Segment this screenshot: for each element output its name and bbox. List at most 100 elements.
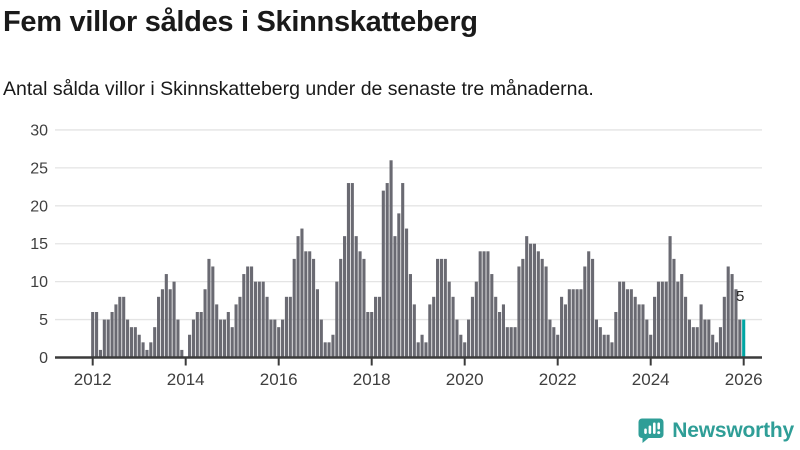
bar xyxy=(672,258,676,358)
bar xyxy=(222,319,226,358)
logo-bar-small xyxy=(644,428,648,434)
bar xyxy=(253,281,257,358)
bar xyxy=(707,319,711,358)
bar xyxy=(645,319,649,358)
logo-bar-tall xyxy=(653,422,656,434)
bar xyxy=(315,289,319,358)
bar xyxy=(246,266,250,358)
bar xyxy=(273,319,277,358)
x-axis-label-2024: 2024 xyxy=(632,370,670,389)
bar xyxy=(416,342,420,358)
bar xyxy=(153,327,157,358)
logo-exclamation-dot xyxy=(657,431,661,435)
bar xyxy=(451,296,455,358)
bar xyxy=(436,258,440,358)
y-axis-label-15: 15 xyxy=(30,236,48,253)
bar xyxy=(594,319,598,358)
bar xyxy=(420,334,424,358)
bar xyxy=(656,281,660,358)
bar xyxy=(463,342,467,358)
bar xyxy=(234,304,238,358)
bar xyxy=(641,304,645,358)
bar xyxy=(250,266,254,358)
bar xyxy=(95,311,99,358)
bar xyxy=(226,311,230,358)
bar xyxy=(571,289,575,358)
bar xyxy=(327,342,331,358)
bar xyxy=(281,319,285,358)
bar xyxy=(199,311,203,358)
bar xyxy=(118,296,122,358)
bar xyxy=(560,296,564,358)
bar xyxy=(346,183,350,358)
bar xyxy=(203,289,207,358)
bar xyxy=(195,311,199,358)
bar xyxy=(579,289,583,358)
y-axis-label-10: 10 xyxy=(30,274,48,291)
bar xyxy=(536,251,540,358)
bar xyxy=(625,289,629,358)
bar xyxy=(230,327,234,358)
bar xyxy=(498,311,502,358)
bar xyxy=(133,327,137,358)
x-axis-label-2012: 2012 xyxy=(74,370,112,389)
bar xyxy=(405,228,409,358)
bar xyxy=(122,296,126,358)
bar xyxy=(288,296,292,358)
bar xyxy=(215,304,219,358)
y-axis-label-20: 20 xyxy=(30,198,48,215)
bar xyxy=(552,327,556,358)
bar xyxy=(304,251,308,358)
bar xyxy=(563,304,567,358)
y-axis-label-0: 0 xyxy=(39,350,48,367)
bar xyxy=(618,281,622,358)
y-axis-label-30: 30 xyxy=(30,122,48,139)
bar xyxy=(544,266,548,358)
bar xyxy=(614,311,618,358)
bar xyxy=(106,319,110,358)
bar xyxy=(532,243,536,358)
bar xyxy=(482,251,486,358)
bar xyxy=(490,274,494,358)
bar xyxy=(424,342,428,358)
bar xyxy=(699,304,703,358)
bar xyxy=(160,289,164,358)
bar xyxy=(680,274,684,358)
bar xyxy=(339,258,343,358)
y-axis-label-25: 25 xyxy=(30,160,48,177)
bar xyxy=(102,319,106,358)
bar xyxy=(269,319,273,358)
bar xyxy=(653,296,657,358)
bar xyxy=(381,190,385,358)
bar xyxy=(439,258,443,358)
bar xyxy=(164,274,168,358)
bar xyxy=(649,334,653,358)
bar xyxy=(408,274,412,358)
bar xyxy=(428,304,432,358)
logo-bar-medium xyxy=(648,425,652,434)
bar xyxy=(629,289,633,358)
bar xyxy=(501,304,505,358)
x-axis-label-2018: 2018 xyxy=(353,370,391,389)
bar xyxy=(486,251,490,358)
bar xyxy=(389,160,393,358)
bar xyxy=(188,334,192,358)
bar xyxy=(137,334,141,358)
bar xyxy=(265,296,269,358)
bar xyxy=(695,327,699,358)
bar xyxy=(308,251,312,358)
bar xyxy=(575,289,579,358)
bar xyxy=(660,281,664,358)
bar xyxy=(633,296,637,358)
bar xyxy=(358,251,362,358)
bar xyxy=(401,183,405,358)
bar xyxy=(548,319,552,358)
bar xyxy=(91,311,95,358)
bar xyxy=(610,342,614,358)
highlighted-bar xyxy=(742,319,746,358)
bar xyxy=(703,319,707,358)
bar xyxy=(335,281,339,358)
bar xyxy=(470,296,474,358)
bar xyxy=(505,327,509,358)
bar xyxy=(668,236,672,358)
